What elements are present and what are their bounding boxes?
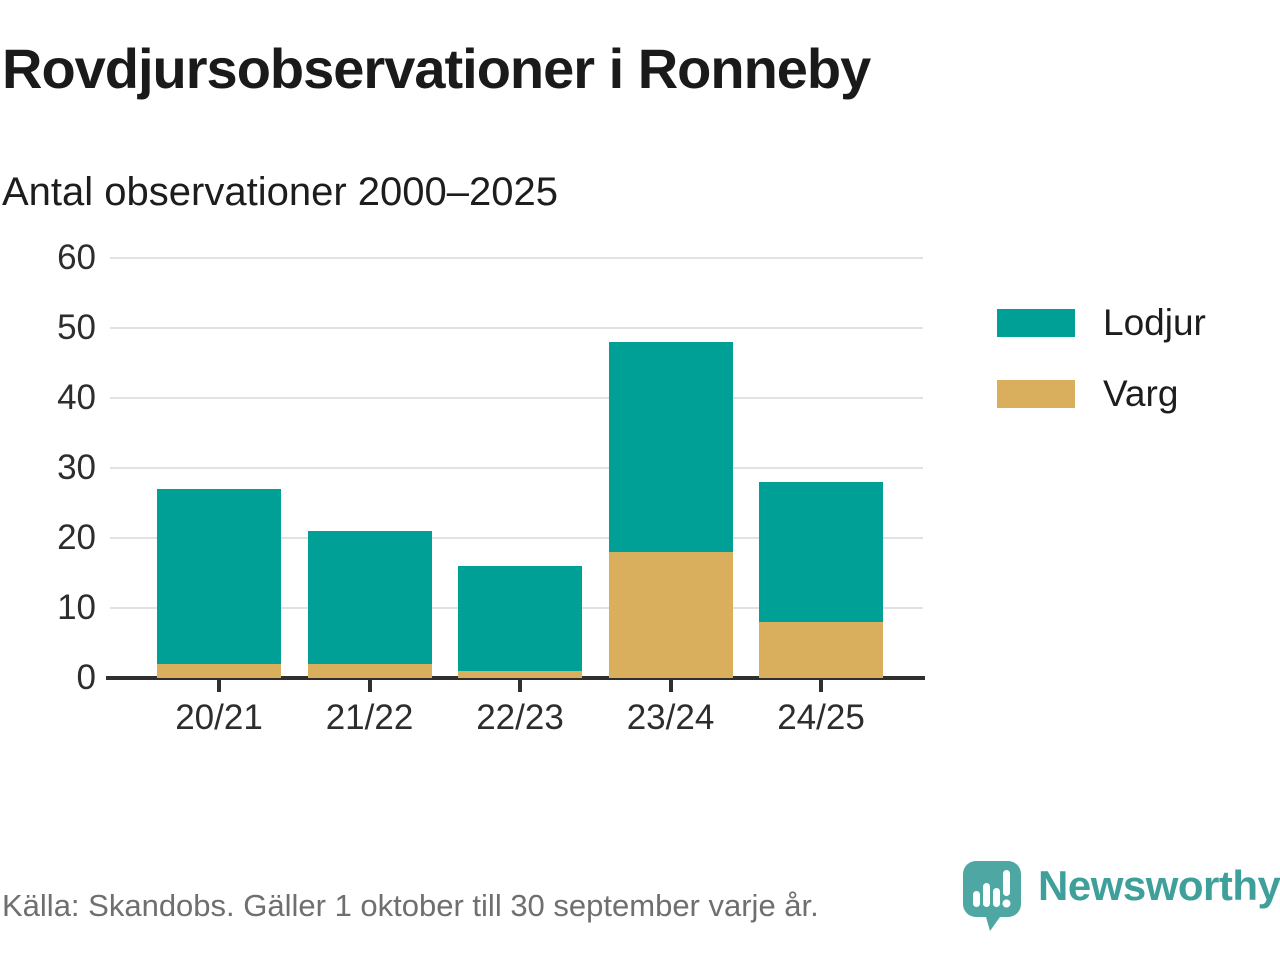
x-axis-line	[106, 676, 925, 680]
legend-item-lodjur: Lodjur	[997, 302, 1206, 344]
chart-subtitle: Antal observationer 2000–2025	[2, 170, 558, 214]
bar-segment-varg-21-22	[307, 664, 432, 678]
y-axis-tick-label-50: 50	[57, 308, 96, 347]
legend-swatch-varg	[997, 380, 1075, 408]
legend-item-varg: Varg	[997, 373, 1206, 415]
y-axis-tick-label-60: 60	[57, 238, 96, 277]
bar-segment-lodjur-20-21	[157, 489, 281, 664]
page-title: Rovdjursobservationer i Ronneby	[2, 37, 871, 100]
speech-bubble-bar-chart-icon	[963, 861, 1021, 931]
bar-segment-lodjur-22-23	[458, 566, 582, 671]
x-axis-label-21-22: 21/22	[325, 698, 414, 737]
newsworthy-wordmark: Newsworthy	[1038, 862, 1280, 909]
bar-segment-lodjur-21-22	[307, 531, 432, 664]
legend: Lodjur Varg	[997, 302, 1206, 444]
legend-label-lodjur: Lodjur	[1103, 302, 1206, 343]
x-axis-tick-23-24	[668, 678, 673, 692]
bar-segment-lodjur-24-25	[759, 482, 883, 622]
y-axis-tick-label-10: 10	[57, 588, 96, 627]
x-axis-tick-24-25	[819, 678, 823, 692]
gridline-20	[110, 537, 923, 539]
x-axis-label-24-25: 24/25	[777, 698, 865, 737]
source-note: Källa: Skandobs. Gäller 1 oktober till 3…	[2, 888, 819, 923]
legend-label-varg: Varg	[1103, 373, 1179, 414]
plot-area: 20/21 21/22 22/23 23/24 24/25	[106, 257, 925, 737]
x-axis-tick-20-21	[217, 678, 221, 692]
y-axis-tick-label-30: 30	[57, 448, 96, 487]
gridline-60	[110, 257, 923, 259]
legend-swatch-lodjur	[997, 309, 1075, 337]
bar-segment-varg-24-25	[759, 622, 883, 678]
x-axis-label-22-23: 22/23	[476, 698, 564, 737]
x-axis-tick-22-23	[518, 678, 522, 692]
y-axis-tick-label-40: 40	[57, 378, 96, 417]
bar-segment-lodjur-23-24	[608, 342, 733, 552]
gridline-30	[110, 467, 923, 469]
y-axis-tick-label-20: 20	[57, 518, 96, 557]
gridline-50	[110, 327, 923, 329]
x-axis-tick-21-22	[367, 678, 372, 692]
y-axis-tick-label-0: 0	[76, 658, 96, 697]
bar-segment-varg-23-24	[608, 552, 733, 678]
x-axis-label-23-24: 23/24	[626, 698, 715, 737]
x-axis-label-20-21: 20/21	[175, 698, 263, 737]
y-axis-labels: 0 10 20 30 40 50 60	[0, 239, 96, 697]
gridline-40	[110, 397, 923, 399]
bar-segment-varg-22-23	[458, 671, 582, 678]
newsworthy-logo: Newsworthy	[962, 860, 1280, 932]
bar-segment-varg-20-21	[157, 664, 281, 678]
